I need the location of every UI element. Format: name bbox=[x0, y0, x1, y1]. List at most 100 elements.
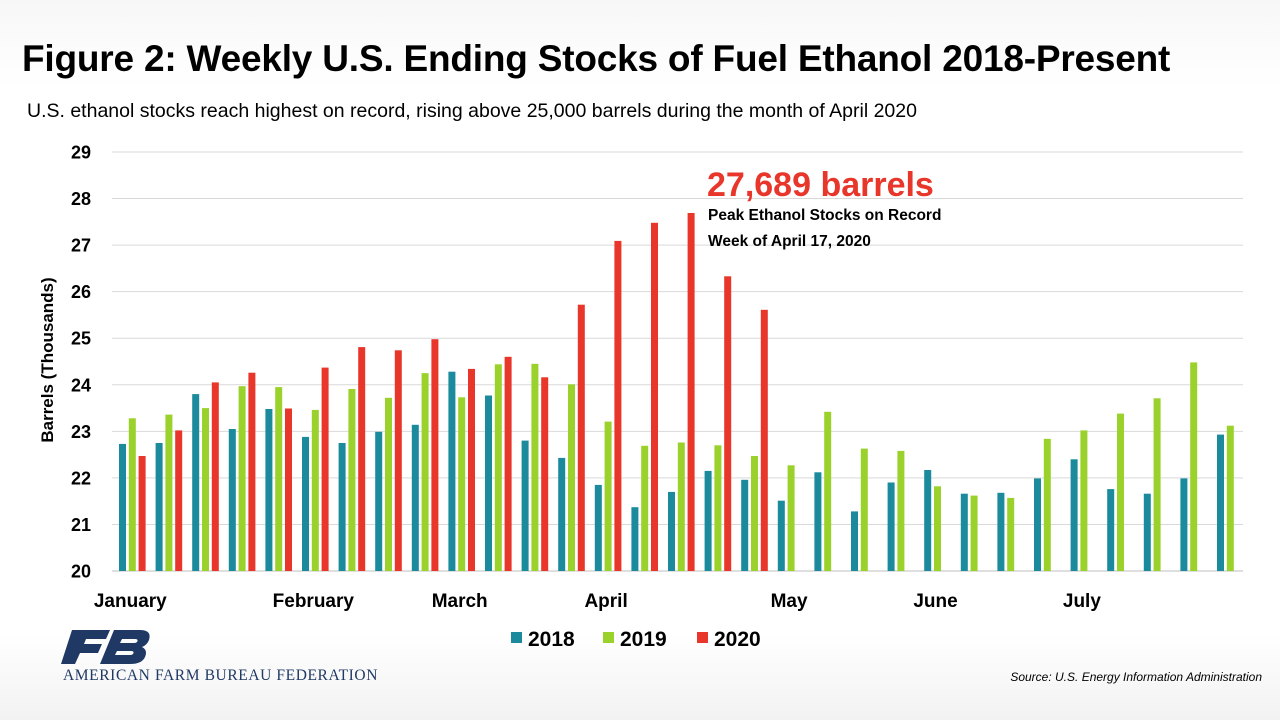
bar-2018 bbox=[558, 457, 566, 571]
bars bbox=[119, 213, 1234, 572]
bar-2020 bbox=[651, 222, 658, 572]
bar-2019 bbox=[1043, 438, 1051, 571]
bar-2018 bbox=[1180, 478, 1188, 571]
bar-2019 bbox=[531, 363, 539, 571]
bar-2019 bbox=[421, 373, 429, 571]
x-axis-month-labels: January February March April May June July bbox=[94, 591, 1101, 612]
bar-2019 bbox=[348, 389, 356, 571]
month-label: July bbox=[1063, 591, 1101, 612]
bar-2018 bbox=[338, 443, 346, 571]
bar-2020 bbox=[321, 367, 329, 571]
bar-2018 bbox=[814, 472, 822, 571]
bar-2018 bbox=[631, 507, 639, 571]
y-tick-label: 26 bbox=[71, 282, 91, 302]
bar-2018 bbox=[997, 492, 1005, 571]
bar-2018 bbox=[960, 493, 968, 571]
bar-2019 bbox=[860, 448, 868, 571]
fb-logo-icon bbox=[61, 630, 150, 664]
bar-2018 bbox=[668, 491, 675, 571]
y-axis-ticks: 20 21 22 23 24 25 26 27 28 29 bbox=[71, 143, 91, 582]
bar-2019 bbox=[568, 384, 575, 571]
legend: 2018 2019 2020 bbox=[511, 628, 761, 651]
page-title: Figure 2: Weekly U.S. Ending Stocks of F… bbox=[22, 38, 1171, 79]
bar-2020 bbox=[468, 368, 475, 571]
bar-2018 bbox=[411, 424, 419, 571]
bar-2020 bbox=[211, 382, 219, 571]
month-label: May bbox=[771, 591, 808, 612]
bar-2019 bbox=[238, 386, 246, 571]
grid-lines bbox=[112, 151, 1243, 572]
y-tick-label: 22 bbox=[71, 468, 91, 488]
page-subtitle: U.S. ethanol stocks reach highest on rec… bbox=[27, 100, 917, 122]
bar-2019 bbox=[934, 486, 941, 571]
bar-2020 bbox=[541, 377, 549, 571]
bar-2019 bbox=[311, 409, 319, 571]
bar-2018 bbox=[448, 371, 456, 571]
bar-2018 bbox=[924, 470, 932, 571]
month-label: February bbox=[273, 591, 355, 612]
month-label: March bbox=[432, 591, 488, 612]
y-tick-label: 20 bbox=[71, 562, 91, 582]
bar-2018 bbox=[594, 484, 602, 571]
bar-2019 bbox=[1226, 425, 1234, 571]
bar-2019 bbox=[1007, 497, 1015, 571]
bar-2020 bbox=[248, 372, 256, 571]
bar-2019 bbox=[714, 445, 722, 571]
bar-2018 bbox=[302, 436, 309, 571]
bar-2020 bbox=[760, 309, 768, 571]
bar-2018 bbox=[777, 500, 785, 571]
legend-label-2020: 2020 bbox=[714, 628, 761, 651]
month-label: January bbox=[94, 591, 167, 612]
bar-2020 bbox=[175, 430, 183, 571]
bar-2019 bbox=[385, 397, 392, 571]
bar-2018 bbox=[521, 440, 529, 571]
bar-2020 bbox=[724, 276, 732, 571]
source-note: Source: U.S. Energy Information Administ… bbox=[1010, 670, 1262, 684]
y-axis-label: Barrels (Thousands) bbox=[38, 277, 57, 442]
bar-2019 bbox=[275, 387, 283, 571]
bar-2018 bbox=[704, 470, 712, 571]
peak-annotation-line1: Peak Ethanol Stocks on Record bbox=[708, 207, 941, 224]
legend-swatch-2020 bbox=[697, 632, 708, 643]
y-tick-label: 24 bbox=[71, 375, 91, 395]
bar-2020 bbox=[431, 339, 439, 571]
bar-2019 bbox=[824, 411, 832, 571]
bar-2019 bbox=[1190, 362, 1198, 571]
legend-swatch-2018 bbox=[511, 632, 522, 643]
bar-2018 bbox=[1070, 459, 1078, 571]
y-tick-label: 21 bbox=[71, 515, 91, 535]
bar-2019 bbox=[165, 414, 173, 571]
peak-value-annotation: 27,689 barrels bbox=[707, 166, 934, 204]
bar-2019 bbox=[787, 465, 795, 571]
bar-2018 bbox=[1034, 478, 1041, 571]
bar-2020 bbox=[138, 456, 146, 571]
organization-name: AMERICAN FARM BUREAU FEDERATION bbox=[63, 667, 378, 684]
bar-2019 bbox=[970, 495, 978, 571]
bar-2019 bbox=[1080, 430, 1088, 571]
legend-label-2019: 2019 bbox=[620, 628, 667, 651]
bar-2019 bbox=[128, 418, 136, 571]
y-tick-label: 25 bbox=[71, 329, 91, 349]
legend-label-2018: 2018 bbox=[528, 628, 575, 651]
bar-2018 bbox=[887, 482, 895, 571]
bar-2018 bbox=[119, 443, 126, 571]
bar-2019 bbox=[494, 364, 502, 571]
bar-2020 bbox=[614, 240, 622, 571]
y-tick-label: 28 bbox=[71, 189, 91, 209]
bar-2019 bbox=[458, 397, 466, 571]
y-tick-label: 23 bbox=[71, 422, 91, 442]
bar-2020 bbox=[504, 356, 512, 571]
bar-2018 bbox=[192, 394, 200, 571]
peak-annotation-line2: Week of April 17, 2020 bbox=[708, 233, 871, 250]
month-label: April bbox=[584, 591, 627, 612]
bar-2019 bbox=[1117, 413, 1124, 571]
bar-2018 bbox=[155, 443, 163, 571]
y-tick-label: 27 bbox=[71, 236, 91, 256]
bar-2018 bbox=[375, 431, 383, 571]
bar-2019 bbox=[677, 442, 685, 571]
bar-2018 bbox=[741, 479, 749, 571]
y-tick-label: 29 bbox=[71, 143, 91, 163]
bar-2019 bbox=[897, 450, 905, 571]
bar-2018 bbox=[228, 429, 236, 571]
